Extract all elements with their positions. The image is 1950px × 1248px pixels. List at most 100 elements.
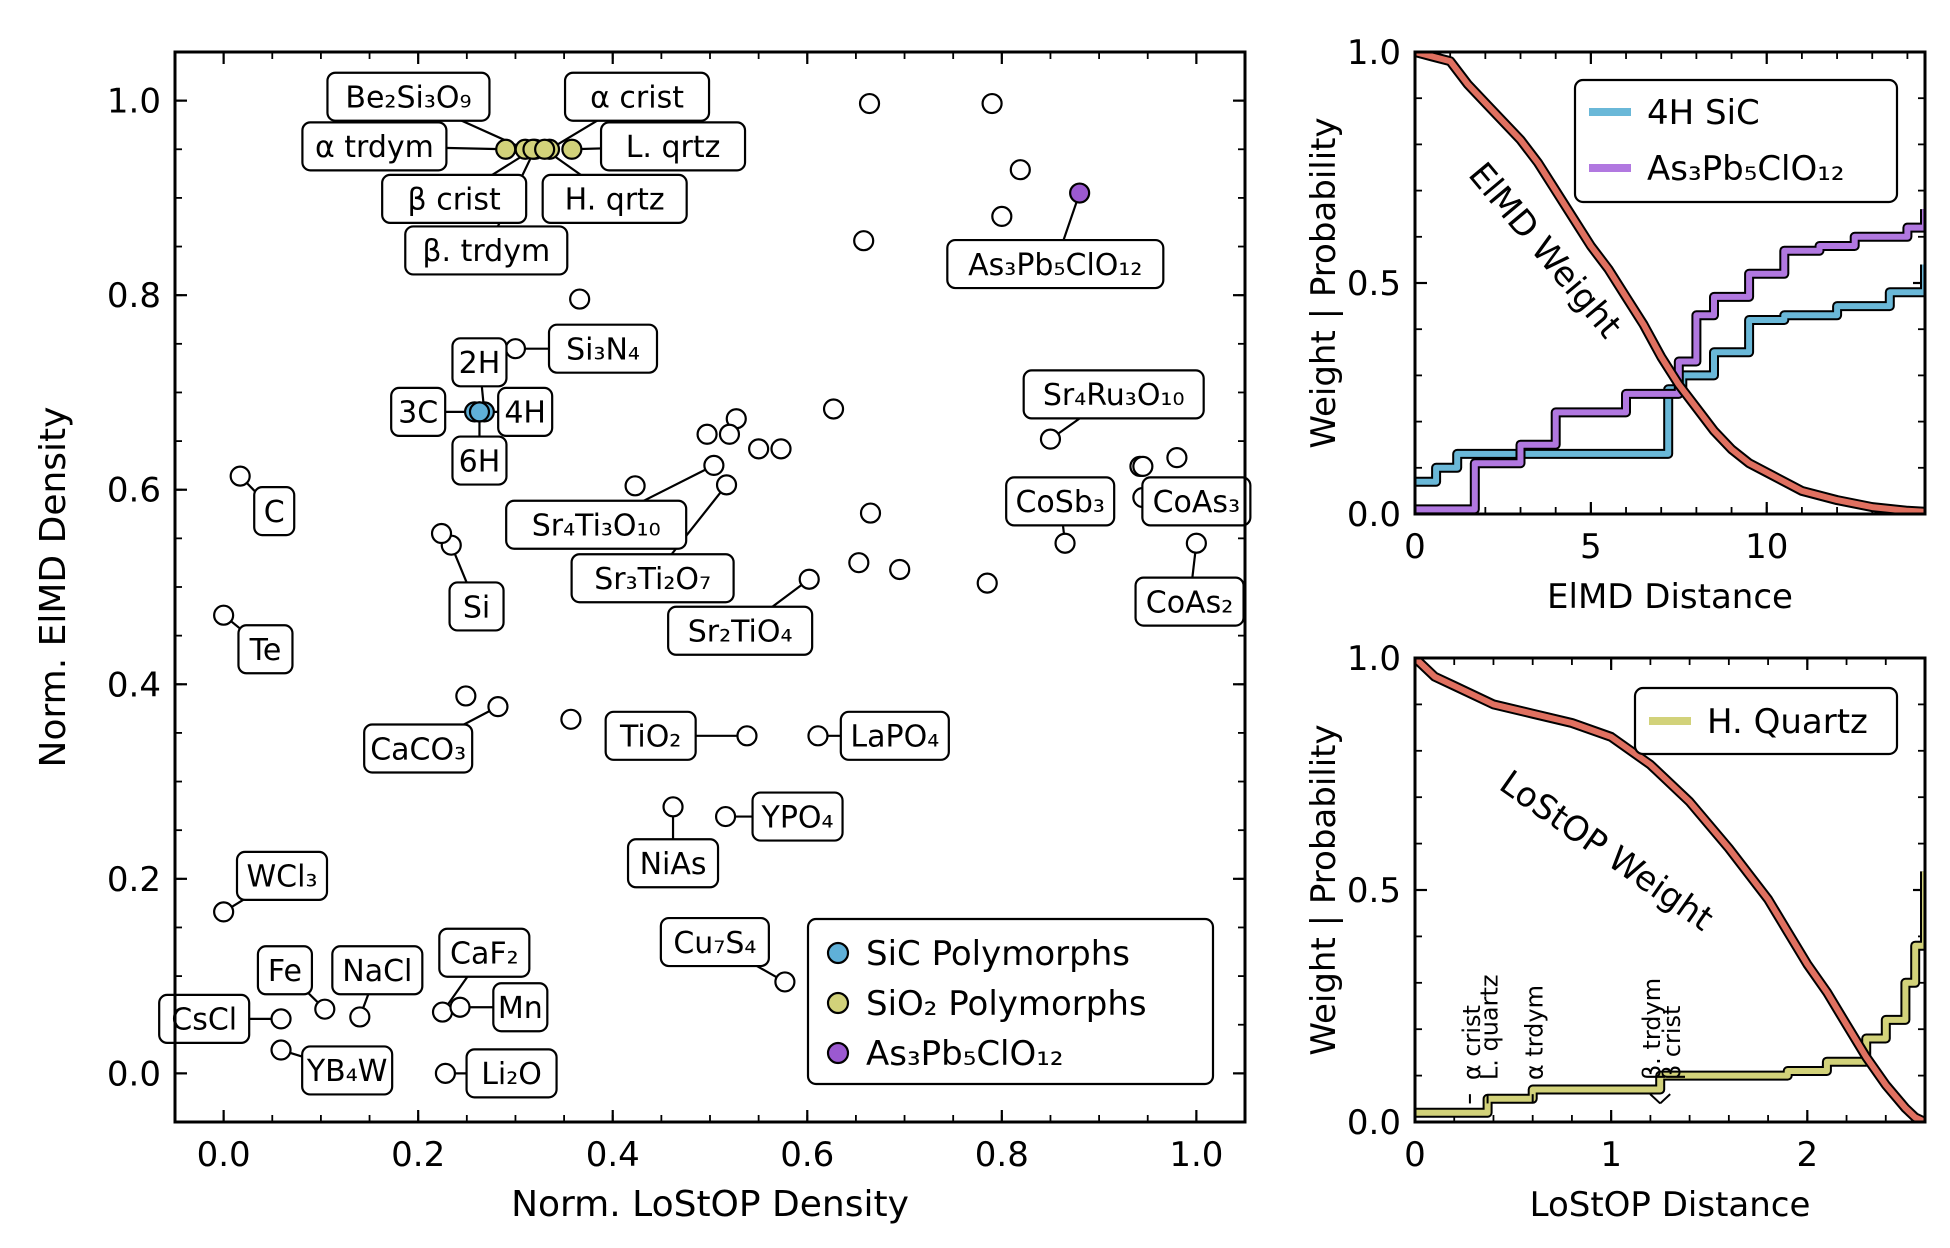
- point-label: Sr₄Ti₃O₁₀: [505, 499, 688, 550]
- point-label: CsCl: [158, 993, 251, 1044]
- label-text: WCl₃: [247, 860, 318, 895]
- scatter-point: [468, 401, 491, 423]
- label-box: [301, 121, 448, 172]
- label-box: [1005, 476, 1116, 527]
- scatter-point: [976, 572, 998, 594]
- scatter-point: [770, 438, 792, 460]
- y-tick-label: 1.0: [107, 82, 161, 122]
- label-text: 6H: [459, 444, 501, 479]
- scatter-point: [487, 696, 509, 718]
- point-label: L. qrtz: [599, 121, 747, 172]
- label-text: β crist: [408, 183, 501, 218]
- scatter-point: [718, 423, 741, 445]
- point-label: Si₃N₄: [547, 323, 659, 374]
- weight-line: [1415, 52, 1925, 514]
- scatter-point: [534, 138, 556, 160]
- label-box: [390, 386, 447, 438]
- point-label: β. trdym: [404, 225, 569, 276]
- series-lines: [1415, 658, 1925, 1122]
- point-labels: β. trdym α trdym α crist L. qrtz Be₂Si₃O₉ β c…: [158, 71, 1252, 1099]
- label-text: Te: [249, 633, 282, 668]
- label-box: [256, 945, 314, 996]
- scatter-point: [991, 205, 1013, 227]
- y-tick-label: 0.8: [107, 276, 161, 316]
- label-text: LaPO₄: [850, 720, 939, 755]
- scatter-point: [1054, 532, 1076, 554]
- marker-tick: [1649, 1093, 1661, 1105]
- marker-label: β crist: [1658, 1006, 1686, 1081]
- weight-line: [1415, 658, 1925, 1122]
- scatter-point: [560, 708, 582, 730]
- label-box: [451, 337, 508, 388]
- point-label: Fe: [256, 945, 314, 996]
- legend: SiC Polymorphs SiO₂ Polymorphs As₃Pb₅ClO₁₂: [806, 917, 1215, 1086]
- plot-frame: [173, 50, 1247, 1124]
- legend-label: SiO₂ Polymorphs: [866, 984, 1147, 1024]
- scatter-point: [270, 1008, 292, 1030]
- scatter-point: [434, 1062, 457, 1084]
- elmd-panel: 0 5 10 0.0 0.5 1.0 ElMD Distance Weight | Proba…: [1304, 33, 1927, 617]
- legend-label: As₃Pb₅ClO₁₂: [866, 1034, 1064, 1074]
- point-label: YB₄W: [301, 1045, 394, 1096]
- label-box: [438, 927, 531, 978]
- label-box: [326, 71, 491, 122]
- marker-label: α crist: [1458, 1005, 1486, 1080]
- y-tick-label: 1.0: [1347, 33, 1401, 73]
- label-box: [751, 791, 844, 842]
- scatter-point: [213, 901, 235, 923]
- quartz-line: [1415, 871, 1925, 1116]
- label-box: [659, 916, 770, 968]
- y-tick-label: 1.0: [1347, 639, 1401, 679]
- point-label: 2H: [451, 337, 508, 388]
- label-box: [946, 238, 1165, 290]
- label-text: Be₂Si₃O₉: [345, 81, 471, 116]
- plot-frame: [1413, 50, 1927, 516]
- label-text: CoSb₃: [1015, 485, 1104, 520]
- x-tick-label: 10: [1745, 527, 1788, 567]
- scatter-point: [1069, 182, 1091, 204]
- point-label: NaCl: [331, 945, 424, 996]
- scatter-point: [822, 398, 845, 420]
- scatter-point: [569, 288, 591, 310]
- x-tick-label: 0.0: [197, 1135, 251, 1175]
- label-box: [492, 982, 549, 1033]
- main-scatter-panel: 0.0 0.2 0.4 0.6 0.8 1.0 0.0 0.2 0.4 0.6 0.8 1.0 Norm…: [33, 50, 1252, 1225]
- y-tick-label: 0.2: [107, 860, 161, 900]
- scatter-point: [561, 138, 583, 160]
- point-label: Li₂O: [465, 1048, 558, 1099]
- legend-box: [806, 917, 1215, 1086]
- x-tick-label: 2: [1796, 1135, 1818, 1175]
- scatter-point: [1185, 532, 1207, 554]
- label-text: CsCl: [171, 1003, 237, 1038]
- label-text: CaCO₃: [370, 732, 466, 767]
- scatter-point: [314, 998, 336, 1020]
- scatter-point: [229, 465, 251, 487]
- label-text: Si₃N₄: [566, 332, 640, 367]
- legend-label: SiC Polymorphs: [866, 934, 1130, 974]
- point-label: β crist: [381, 173, 528, 224]
- legend-label: As₃Pb₅ClO₁₂: [1647, 149, 1845, 189]
- point-label: Sr₂TiO₄: [667, 605, 814, 656]
- label-box: [235, 850, 329, 902]
- y-tick-label: 0.4: [107, 665, 161, 705]
- point-label: LaPO₄: [839, 710, 950, 761]
- weight-annotation: LoStOP Weight: [1492, 763, 1720, 940]
- series-lines: [1415, 52, 1925, 514]
- scatter-point: [430, 522, 453, 545]
- x-tick-label: 0: [1404, 1135, 1426, 1175]
- label-text: NaCl: [342, 954, 412, 989]
- scatter-point: [981, 92, 1003, 115]
- legend-marker: [826, 991, 850, 1015]
- legend-label: H. Quartz: [1707, 702, 1868, 742]
- label-text: 3C: [398, 396, 438, 431]
- scatter-point: [349, 1006, 371, 1028]
- point-label: CaF₂: [438, 927, 531, 978]
- scatter-point: [774, 971, 796, 993]
- label-box: [505, 499, 688, 550]
- point-label: CoAs₃: [1141, 476, 1252, 527]
- legend-label: 4H SiC: [1647, 93, 1760, 133]
- point-label: Cu₇S₄: [659, 916, 770, 968]
- point-label: WCl₃: [235, 850, 329, 902]
- label-text: CoAs₃: [1153, 485, 1240, 520]
- y-tick-label: 0.5: [1347, 264, 1401, 304]
